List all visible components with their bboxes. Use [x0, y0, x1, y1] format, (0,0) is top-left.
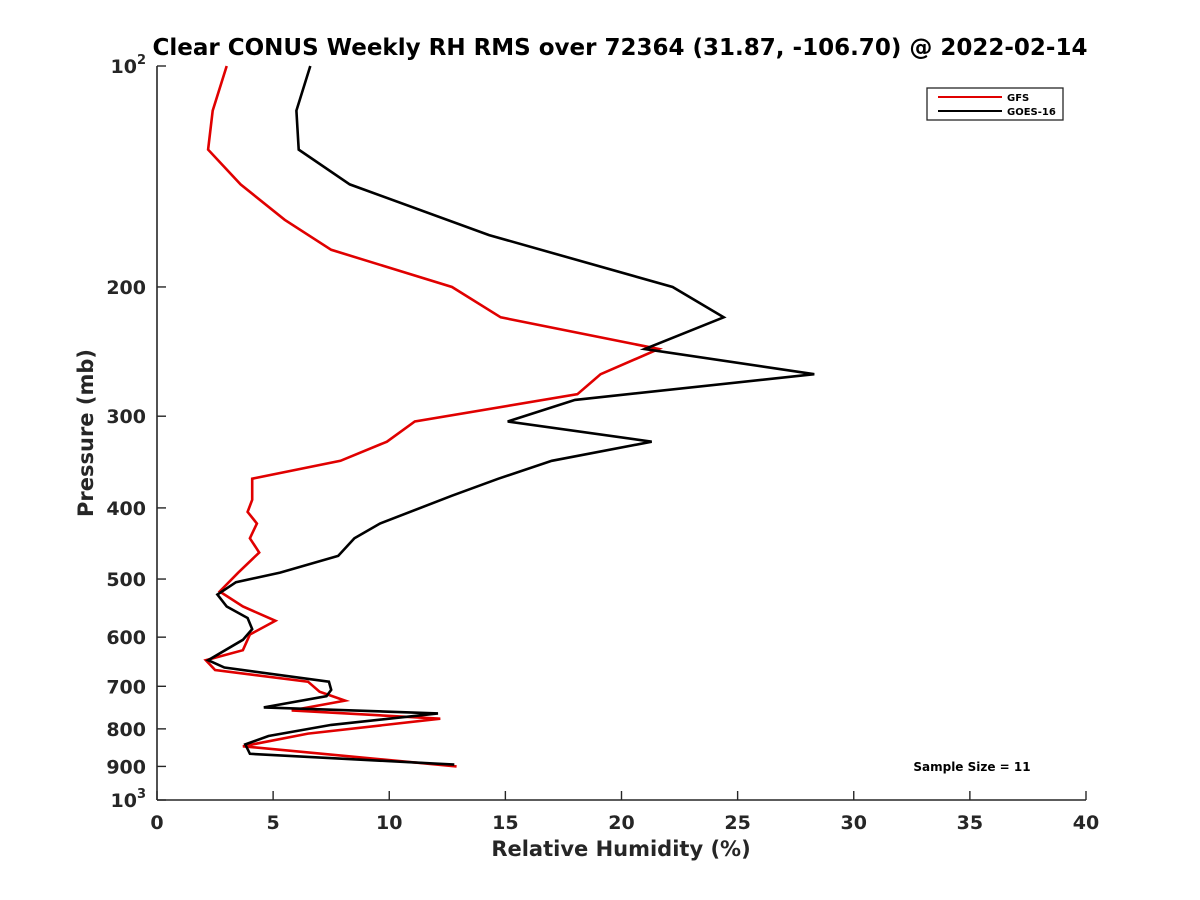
legend-label-gfs: GFS	[1007, 93, 1029, 104]
x-tick-label: 25	[724, 812, 750, 834]
x-ticks: 0 5 10 15 20 25 30 35 40	[150, 791, 1099, 834]
axes	[156, 66, 1086, 801]
y-tick-label: 300	[106, 406, 146, 428]
x-tick-label: 20	[608, 812, 634, 834]
legend: GFS GOES-16	[926, 87, 1064, 121]
y-axis-title: Pressure (mb)	[74, 349, 98, 517]
x-tick-label: 0	[150, 812, 163, 834]
y-tick-label: 500	[106, 569, 146, 591]
y-tick-label: 400	[106, 498, 146, 520]
y-tick-exponent: 3	[137, 787, 146, 802]
series-line-gfs	[203, 65, 664, 768]
y-tick-label: 800	[106, 719, 146, 741]
chart-title: Clear CONUS Weekly RH RMS over 72364 (31…	[153, 35, 1088, 61]
y-tick-label: 700	[106, 676, 146, 698]
sample-size-annotation: Sample Size = 11	[913, 760, 1030, 774]
x-tick-label: 10	[376, 812, 402, 834]
x-tick-label: 30	[841, 812, 867, 834]
legend-label-goes16: GOES-16	[1007, 107, 1056, 118]
x-axis-title: Relative Humidity (%)	[491, 837, 750, 861]
y-tick-label: 600	[106, 627, 146, 649]
legend-box	[926, 87, 1064, 121]
plot-lines	[203, 65, 815, 768]
x-tick-label: 35	[957, 812, 983, 834]
y-tick-label: 10	[111, 790, 137, 812]
y-tick-exponent: 2	[137, 53, 146, 68]
y-tick-label: 200	[106, 277, 146, 299]
x-tick-label: 5	[267, 812, 280, 834]
y-tick-label: 900	[106, 756, 146, 778]
series-line-goes16	[205, 65, 815, 766]
x-tick-label: 40	[1073, 812, 1099, 834]
x-tick-label: 15	[492, 812, 518, 834]
y-tick-label: 10	[111, 56, 137, 78]
